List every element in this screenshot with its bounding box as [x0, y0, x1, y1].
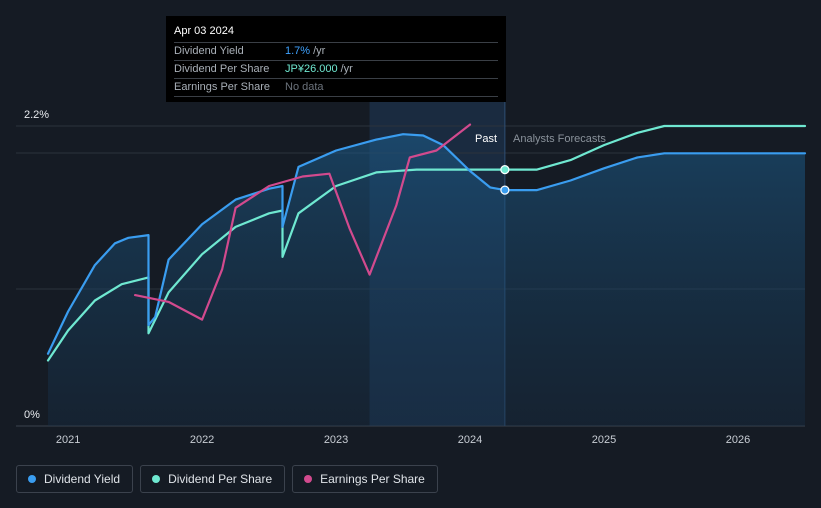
- tooltip-row-earnings-per-share: Earnings Per Share No data: [174, 78, 498, 97]
- legend-dot-icon: [28, 475, 36, 483]
- tooltip: Apr 03 2024 Dividend Yield 1.7% /yr Divi…: [166, 16, 506, 102]
- legend-item-dividend-per-share[interactable]: Dividend Per Share: [140, 465, 286, 493]
- x-tick-label: 2026: [726, 434, 750, 446]
- legend-label: Earnings Per Share: [320, 472, 425, 486]
- earnings-per-share-line: [134, 123, 472, 321]
- legend-item-earnings-per-share[interactable]: Earnings Per Share: [292, 465, 438, 493]
- x-tick-label: 2024: [458, 434, 482, 446]
- legend-dot-icon: [304, 475, 313, 483]
- dividend-yield-line: [46, 133, 807, 355]
- tooltip-label: Dividend Per Share: [174, 63, 270, 75]
- x-tick-label: 2021: [56, 434, 80, 446]
- tooltip-row-dividend-per-share: Dividend Per Share JP¥26.000 /yr: [174, 60, 498, 78]
- forecast-label: Analysts Forecasts: [513, 133, 606, 145]
- legend-label: Dividend Yield: [44, 472, 121, 486]
- tooltip-value: No data: [285, 81, 324, 93]
- x-tick-label: 2023: [324, 434, 348, 446]
- past-label: Past: [475, 133, 497, 145]
- x-tick-label: 2025: [592, 434, 616, 446]
- tooltip-unit: /yr: [313, 45, 326, 57]
- tooltip-value: 1.7%: [285, 45, 311, 57]
- tooltip-unit: /yr: [340, 63, 353, 75]
- dividend-yield-area: [48, 134, 805, 426]
- tooltip-row-dividend-yield: Dividend Yield 1.7% /yr: [174, 42, 498, 60]
- legend: Dividend Yield Dividend Per Share Earnin…: [16, 465, 438, 493]
- x-tick-label: 2022: [190, 434, 214, 446]
- legend-label: Dividend Per Share: [168, 472, 273, 486]
- tooltip-label: Earnings Per Share: [174, 81, 270, 93]
- tooltip-label: Dividend Yield: [174, 45, 244, 57]
- dividend-yield-marker: [500, 185, 510, 195]
- tooltip-value: JP¥26.000: [285, 63, 338, 75]
- dividend-per-share-marker: [500, 165, 510, 175]
- y-label-bottom: 0%: [24, 409, 40, 421]
- y-label-top: 2.2%: [24, 109, 49, 121]
- tooltip-date: Apr 03 2024: [174, 25, 234, 37]
- legend-item-dividend-yield[interactable]: Dividend Yield: [16, 465, 134, 493]
- legend-dot-icon: [152, 475, 161, 483]
